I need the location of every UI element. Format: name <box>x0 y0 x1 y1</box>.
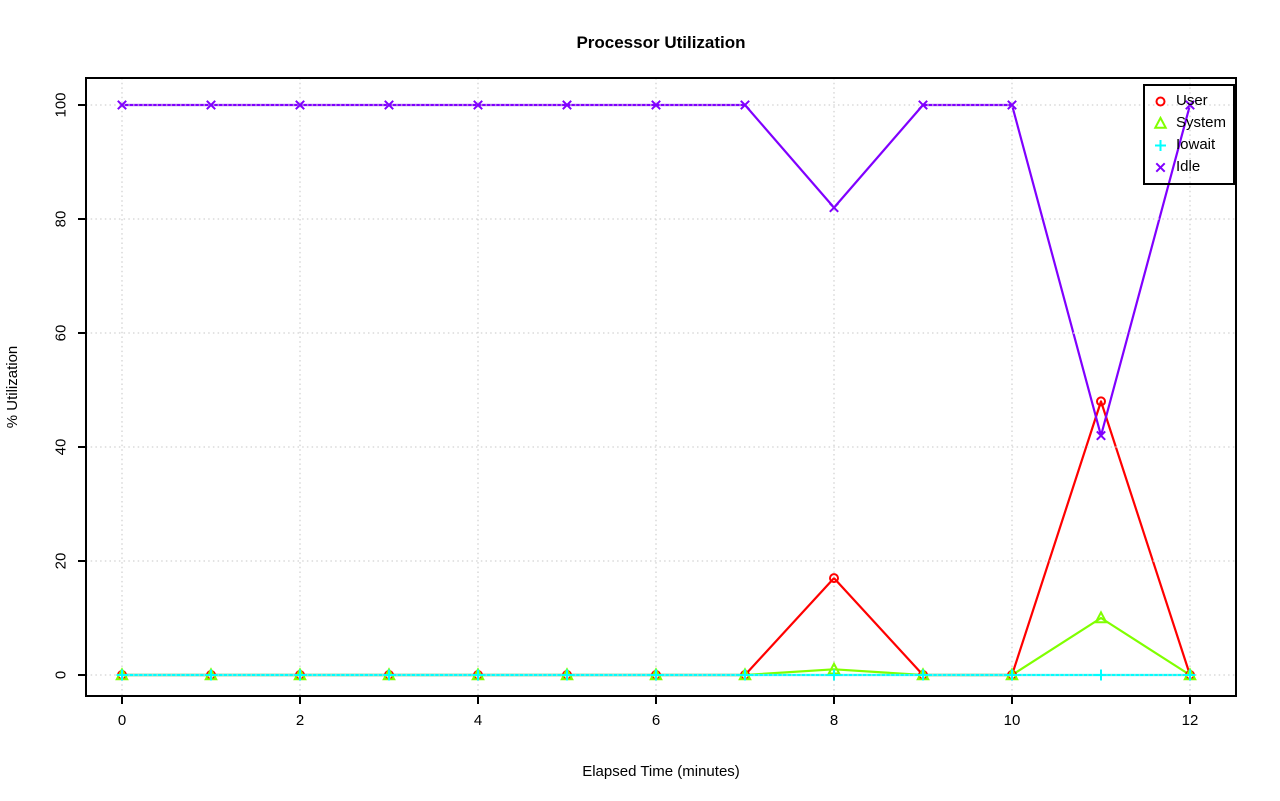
legend-label-system: System <box>1176 114 1227 131</box>
x-axis-label: Elapsed Time (minutes) <box>582 763 740 780</box>
user-marker-icon <box>829 573 839 584</box>
idle-marker-icon <box>651 100 661 110</box>
x-tick-label: 10 <box>1004 712 1021 729</box>
iowait-marker-icon <box>383 669 395 681</box>
iowait-marker-icon <box>1095 669 1107 681</box>
system-marker-icon <box>1094 610 1108 624</box>
iowait-marker-icon <box>205 669 217 681</box>
iowait-marker-icon <box>650 669 662 681</box>
iowait-legend-marker-icon <box>1155 139 1166 151</box>
x-tick-label: 4 <box>474 712 482 729</box>
iowait-marker-icon <box>561 669 573 681</box>
legend-box: User System Iowait Idle <box>1143 84 1235 185</box>
idle-marker-icon <box>384 100 394 110</box>
iowait-marker-icon <box>1184 669 1196 681</box>
system-legend-marker-icon <box>1153 115 1168 129</box>
iowait-marker-icon <box>917 669 929 681</box>
iowait-marker-icon <box>1006 669 1018 681</box>
idle-marker-icon <box>562 100 572 110</box>
iowait-marker-icon <box>472 669 484 681</box>
idle-marker-icon <box>1007 100 1017 110</box>
idle-marker-icon <box>473 100 483 110</box>
system-legend-glyph <box>1153 115 1168 129</box>
x-tick-label: 0 <box>118 712 126 729</box>
y-tick-label: 100 <box>53 92 70 117</box>
y-tick-label: 40 <box>53 439 70 456</box>
y-tick-label: 0 <box>53 671 70 679</box>
y-axis-label: % Utilization <box>4 345 21 429</box>
iowait-marker-icon <box>828 669 840 681</box>
y-tick-label: 20 <box>53 553 70 570</box>
user-legend-marker-icon <box>1155 96 1166 106</box>
idle-marker-icon <box>206 100 216 110</box>
legend-item-user: User <box>1145 90 1233 112</box>
legend-item-iowait: Iowait <box>1145 134 1233 156</box>
x-tick-label: 8 <box>830 712 838 729</box>
idle-marker-icon <box>829 202 839 213</box>
y-tick-label: 60 <box>53 325 70 342</box>
iowait-legend-glyph <box>1155 139 1166 151</box>
idle-legend-marker-icon <box>1155 162 1166 172</box>
legend-item-system: System <box>1145 112 1233 134</box>
legend-label-iowait: Iowait <box>1176 136 1216 153</box>
y-tick-label: 80 <box>53 211 70 228</box>
idle-marker-icon <box>1185 100 1195 110</box>
iowait-marker-icon <box>294 669 306 681</box>
user-legend-glyph <box>1155 96 1166 106</box>
legend-label-user: User <box>1176 92 1208 109</box>
idle-marker-icon <box>295 100 305 110</box>
x-tick-label: 12 <box>1182 712 1199 729</box>
iowait-marker-icon <box>116 669 128 681</box>
chart-title: Processor Utilization <box>576 33 746 52</box>
legend-label-idle: Idle <box>1176 158 1201 175</box>
x-tick-label: 6 <box>652 712 660 729</box>
user-marker-icon <box>1096 396 1106 407</box>
idle-marker-icon <box>1096 430 1106 441</box>
x-tick-label: 2 <box>296 712 304 729</box>
iowait-marker-icon <box>739 669 751 681</box>
idle-marker-icon <box>740 100 750 110</box>
idle-marker-icon <box>117 100 127 110</box>
legend-item-idle: Idle <box>1145 156 1233 178</box>
idle-legend-glyph <box>1155 162 1166 172</box>
plot-border <box>85 77 1237 697</box>
idle-marker-icon <box>918 100 928 110</box>
